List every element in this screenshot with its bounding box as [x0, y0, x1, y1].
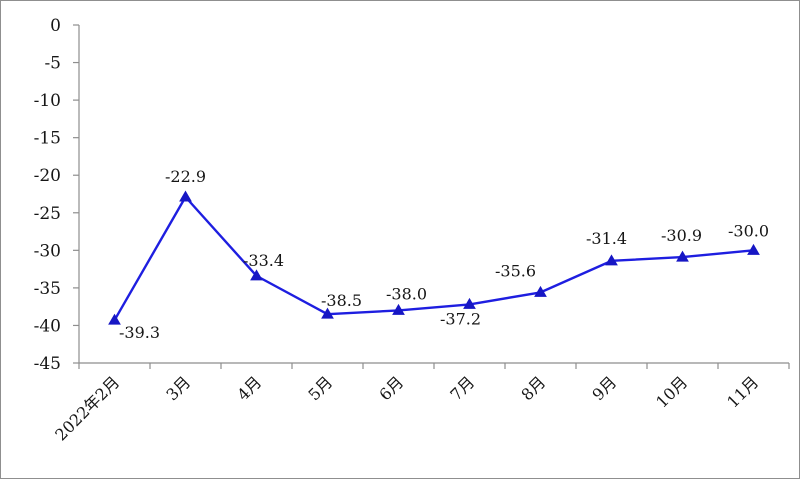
data-label: -33.4 — [243, 251, 284, 270]
data-label: -35.6 — [495, 261, 536, 280]
data-marker — [747, 243, 760, 255]
data-label: -38.0 — [386, 284, 427, 303]
x-category-label: 3月 — [162, 372, 194, 404]
data-label: -22.9 — [165, 167, 206, 186]
y-tick-label: -45 — [34, 354, 61, 374]
x-category-label: 7月 — [446, 372, 478, 404]
data-marker — [676, 250, 689, 262]
x-category-label: 9月 — [588, 372, 620, 404]
data-label: -38.5 — [321, 291, 362, 310]
series-line — [113, 195, 755, 322]
x-category-label: 6月 — [375, 372, 407, 404]
data-label: -30.9 — [661, 226, 702, 245]
y-tick-label: -5 — [44, 54, 61, 74]
y-tick-label: 0 — [50, 16, 61, 36]
y-tick-label: -25 — [34, 204, 61, 224]
y-tick-label: -15 — [34, 129, 61, 149]
x-category-label: 2022年2月 — [51, 372, 123, 444]
data-label: -31.4 — [586, 229, 627, 248]
data-marker — [463, 297, 476, 309]
x-category-label: 4月 — [233, 372, 265, 404]
y-tick-label: -30 — [34, 241, 61, 261]
data-marker — [108, 313, 121, 325]
data-marker — [605, 254, 618, 266]
data-marker — [250, 269, 263, 281]
data-marker — [179, 190, 192, 202]
data-marker — [321, 307, 334, 319]
data-marker — [534, 285, 547, 297]
x-category-label: 11月 — [723, 372, 762, 411]
data-label: -30.0 — [728, 221, 769, 240]
x-category-label: 10月 — [652, 372, 691, 411]
y-tick-label: -40 — [34, 316, 61, 336]
data-marker — [392, 303, 405, 315]
x-category-label: 5月 — [304, 372, 336, 404]
x-category-label: 8月 — [517, 372, 549, 404]
data-label: -37.2 — [440, 309, 481, 328]
y-tick-label: -20 — [34, 166, 61, 186]
y-tick-label: -35 — [34, 279, 61, 299]
data-label: -39.3 — [119, 323, 160, 342]
y-tick-label: -10 — [34, 91, 61, 111]
